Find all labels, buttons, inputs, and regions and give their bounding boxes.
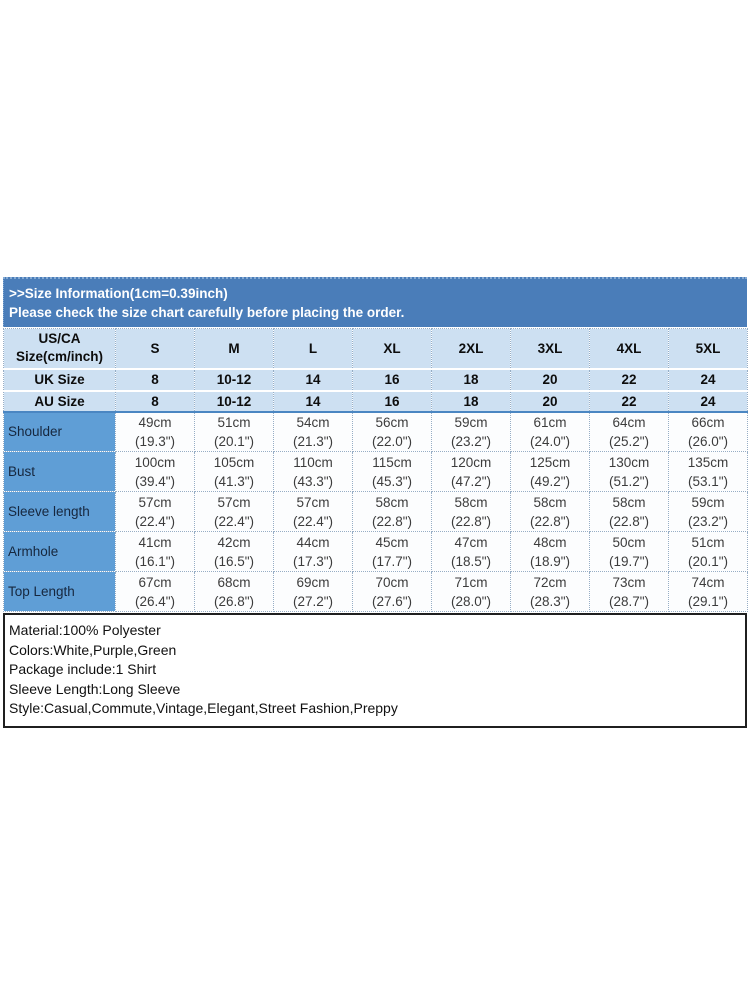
- size-info-sheet: >>Size Information(1cm=0.39inch) Please …: [3, 277, 748, 728]
- measurement-value: 56cm (22.0"): [352, 411, 432, 452]
- product-detail-style: Style:Casual,Commute,Vintage,Elegant,Str…: [9, 700, 398, 716]
- measurement-value: 64cm (25.2"): [589, 411, 669, 452]
- uk-size-value: 18: [431, 368, 511, 392]
- measurement-value: 110cm (43.3"): [273, 451, 353, 492]
- measurement-value: 66cm (26.0"): [668, 411, 748, 452]
- measurement-value: 57cm (22.4"): [194, 491, 274, 532]
- measurement-value: 57cm (22.4"): [273, 491, 353, 532]
- au-size-label: AU Size: [3, 390, 116, 413]
- measurement-value: 125cm (49.2"): [510, 451, 590, 492]
- notice-subtitle: Please check the size chart carefully be…: [9, 305, 405, 320]
- uk-size-value: 10-12: [194, 368, 274, 392]
- size-col-header-3xl: 3XL: [510, 328, 590, 370]
- measurement-row-shoulder: Shoulder 49cm (19.3") 51cm (20.1") 54cm …: [3, 411, 748, 452]
- measurement-value: 59cm (23.2"): [431, 411, 511, 452]
- measurement-value: 72cm (28.3"): [510, 571, 590, 612]
- au-size-row: AU Size 8 10-12 14 16 18 20 22 24: [3, 390, 748, 413]
- uk-size-value: 8: [115, 368, 195, 392]
- measurement-value: 135cm (53.1"): [668, 451, 748, 492]
- au-size-value: 24: [668, 390, 748, 413]
- measurement-value: 45cm (17.7"): [352, 531, 432, 572]
- measurement-value: 58cm (22.8"): [431, 491, 511, 532]
- size-col-header-m: M: [194, 328, 274, 370]
- product-detail-colors: Colors:White,Purple,Green: [9, 641, 177, 658]
- size-chart-table: US/CA Size(cm/inch) S M L XL 2XL 3XL 4XL…: [3, 328, 748, 612]
- size-col-header-xl: XL: [352, 328, 432, 370]
- measurement-label: Top Length: [3, 571, 116, 612]
- measurement-value: 51cm (20.1"): [194, 411, 274, 452]
- size-col-header-l: L: [273, 328, 353, 370]
- au-size-value: 14: [273, 390, 353, 413]
- au-size-value: 22: [589, 390, 669, 413]
- au-size-value: 18: [431, 390, 511, 413]
- measurement-value: 50cm (19.7"): [589, 531, 669, 572]
- size-col-header-2xl: 2XL: [431, 328, 511, 370]
- measurement-value: 71cm (28.0"): [431, 571, 511, 612]
- measurement-row-armhole: Armhole 41cm (16.1") 42cm (16.5") 44cm (…: [3, 531, 748, 572]
- measurement-value: 54cm (21.3"): [273, 411, 353, 452]
- size-col-header-5xl: 5XL: [668, 328, 748, 370]
- measurement-value: 48cm (18.9"): [510, 531, 590, 572]
- uk-size-value: 20: [510, 368, 590, 392]
- measurement-value: 100cm (39.4"): [115, 451, 195, 492]
- measurement-value: 105cm (41.3"): [194, 451, 274, 492]
- measurement-value: 47cm (18.5"): [431, 531, 511, 572]
- product-details-box: Material:100% Polyester Colors:White,Pur…: [3, 613, 747, 728]
- measurement-value: 41cm (16.1"): [115, 531, 195, 572]
- au-size-value: 16: [352, 390, 432, 413]
- measurement-value: 59cm (23.2"): [668, 491, 748, 532]
- measurement-label: Shoulder: [3, 411, 116, 452]
- measurement-row-sleeve-length: Sleeve length 57cm (22.4") 57cm (22.4") …: [3, 491, 748, 532]
- au-size-value: 10-12: [194, 390, 274, 413]
- measurement-row-top-length: Top Length 67cm (26.4") 68cm (26.8") 69c…: [3, 571, 748, 612]
- uk-size-row: UK Size 8 10-12 14 16 18 20 22 24: [3, 368, 748, 392]
- measurement-value: 44cm (17.3"): [273, 531, 353, 572]
- uk-size-value: 22: [589, 368, 669, 392]
- measurement-value: 58cm (22.8"): [352, 491, 432, 532]
- measurement-value: 73cm (28.7"): [589, 571, 669, 612]
- measurement-value: 74cm (29.1"): [668, 571, 748, 612]
- notice-title: >>Size Information(1cm=0.39inch): [9, 286, 228, 301]
- product-detail-package: Package include:1 Shirt: [9, 661, 157, 677]
- size-col-header-4xl: 4XL: [589, 328, 669, 370]
- measurement-value: 120cm (47.2"): [431, 451, 511, 492]
- product-detail-sleeve-length: Sleeve Length:Long Sleeve: [9, 680, 181, 697]
- measurement-value: 130cm (51.2"): [589, 451, 669, 492]
- au-size-value: 20: [510, 390, 590, 413]
- corner-header-cell: US/CA Size(cm/inch): [3, 328, 116, 370]
- measurement-value: 67cm (26.4"): [115, 571, 195, 612]
- measurement-value: 57cm (22.4"): [115, 491, 195, 532]
- size-notice-banner: >>Size Information(1cm=0.39inch) Please …: [3, 277, 747, 327]
- size-header-row: US/CA Size(cm/inch) S M L XL 2XL 3XL 4XL…: [3, 328, 748, 370]
- measurement-value: 61cm (24.0"): [510, 411, 590, 452]
- uk-size-value: 14: [273, 368, 353, 392]
- uk-size-value: 24: [668, 368, 748, 392]
- product-detail-material: Material:100% Polyester: [9, 622, 161, 638]
- measurement-value: 58cm (22.8"): [510, 491, 590, 532]
- measurement-value: 42cm (16.5"): [194, 531, 274, 572]
- au-size-value: 8: [115, 390, 195, 413]
- measurement-value: 58cm (22.8"): [589, 491, 669, 532]
- size-col-header-s: S: [115, 328, 195, 370]
- uk-size-label: UK Size: [3, 368, 116, 392]
- measurement-value: 70cm (27.6"): [352, 571, 432, 612]
- uk-size-value: 16: [352, 368, 432, 392]
- measurement-value: 69cm (27.2"): [273, 571, 353, 612]
- measurement-label: Sleeve length: [3, 491, 116, 532]
- measurement-value: 51cm (20.1"): [668, 531, 748, 572]
- measurement-row-bust: Bust 100cm (39.4") 105cm (41.3") 110cm (…: [3, 451, 748, 492]
- measurement-value: 49cm (19.3"): [115, 411, 195, 452]
- measurement-value: 68cm (26.8"): [194, 571, 274, 612]
- measurement-value: 115cm (45.3"): [352, 451, 432, 492]
- measurement-label: Armhole: [3, 531, 116, 572]
- measurement-label: Bust: [3, 451, 116, 492]
